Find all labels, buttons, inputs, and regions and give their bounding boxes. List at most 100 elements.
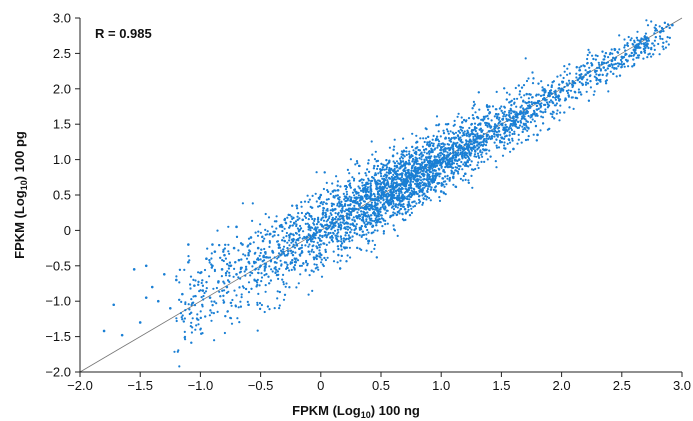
data-point xyxy=(362,178,365,181)
data-point xyxy=(418,175,421,178)
data-point xyxy=(275,261,278,264)
data-point xyxy=(216,310,219,313)
data-point xyxy=(415,192,418,195)
data-point xyxy=(181,292,184,296)
data-point xyxy=(334,194,338,197)
data-point xyxy=(461,157,464,160)
data-point xyxy=(238,321,241,324)
data-point xyxy=(609,70,612,73)
data-point xyxy=(572,107,575,110)
data-point xyxy=(530,115,533,118)
data-point xyxy=(280,223,283,227)
data-point xyxy=(393,194,396,197)
data-point xyxy=(224,257,227,260)
data-point xyxy=(285,253,289,257)
data-point xyxy=(336,189,339,192)
data-point xyxy=(563,70,566,73)
data-point xyxy=(574,82,577,85)
data-point xyxy=(296,207,299,210)
data-point xyxy=(333,229,337,232)
data-point xyxy=(327,224,330,227)
data-point xyxy=(464,164,467,167)
data-point xyxy=(381,191,384,194)
data-point xyxy=(187,303,190,306)
data-point xyxy=(390,214,393,217)
data-point xyxy=(323,256,326,260)
data-point xyxy=(501,124,504,127)
data-point xyxy=(282,298,286,301)
data-point xyxy=(224,274,228,277)
data-point xyxy=(524,122,527,125)
data-point xyxy=(440,151,443,154)
data-point xyxy=(273,256,276,259)
data-point xyxy=(520,86,524,89)
data-point xyxy=(295,223,298,226)
data-point xyxy=(534,124,538,127)
data-point xyxy=(210,263,213,266)
data-point xyxy=(406,197,409,201)
data-point xyxy=(334,217,337,221)
data-point xyxy=(240,293,243,296)
data-point xyxy=(592,57,595,61)
data-point xyxy=(433,155,436,158)
data-point xyxy=(624,49,627,52)
data-point xyxy=(162,273,166,276)
data-point xyxy=(454,153,457,156)
data-point xyxy=(331,182,334,185)
data-point xyxy=(425,198,428,201)
data-point xyxy=(566,67,569,70)
data-point xyxy=(517,133,520,136)
data-point xyxy=(398,192,401,195)
data-point xyxy=(240,296,243,299)
data-point xyxy=(465,142,468,146)
data-point xyxy=(263,274,266,277)
data-point xyxy=(396,206,399,209)
data-point xyxy=(390,167,393,170)
data-point xyxy=(323,242,326,245)
data-point xyxy=(336,212,339,216)
data-point xyxy=(514,120,517,124)
data-point xyxy=(286,266,289,269)
data-point xyxy=(410,187,413,190)
data-point xyxy=(461,179,464,182)
data-point xyxy=(406,189,409,192)
data-point xyxy=(345,246,348,249)
data-point xyxy=(504,123,507,126)
data-point xyxy=(388,193,391,196)
data-point xyxy=(463,118,466,122)
data-point xyxy=(604,69,607,72)
data-point xyxy=(367,214,370,217)
data-point xyxy=(253,252,256,255)
data-point xyxy=(370,232,373,235)
data-point xyxy=(646,56,649,59)
data-point xyxy=(327,190,330,193)
data-point xyxy=(531,118,534,121)
data-point xyxy=(513,97,516,101)
data-point xyxy=(176,350,179,353)
data-point xyxy=(417,172,420,175)
data-point xyxy=(334,234,337,237)
data-point xyxy=(584,83,588,86)
data-point xyxy=(482,135,485,138)
data-point xyxy=(360,225,363,228)
data-point xyxy=(420,158,423,161)
data-point xyxy=(527,127,530,130)
data-point xyxy=(246,245,249,248)
data-point xyxy=(615,67,618,70)
data-point xyxy=(275,227,278,230)
data-point xyxy=(418,163,422,166)
y-tick-label: 1.0 xyxy=(53,152,71,167)
data-point xyxy=(633,41,636,44)
data-point xyxy=(364,191,368,194)
data-point xyxy=(428,145,431,148)
data-point xyxy=(355,223,358,226)
data-point xyxy=(355,216,358,219)
data-point xyxy=(539,94,543,97)
data-point xyxy=(583,65,586,68)
data-point xyxy=(610,60,613,63)
data-point xyxy=(480,141,483,144)
data-point xyxy=(511,124,514,127)
data-point xyxy=(259,251,262,255)
data-point xyxy=(533,120,536,123)
data-point xyxy=(363,184,366,187)
